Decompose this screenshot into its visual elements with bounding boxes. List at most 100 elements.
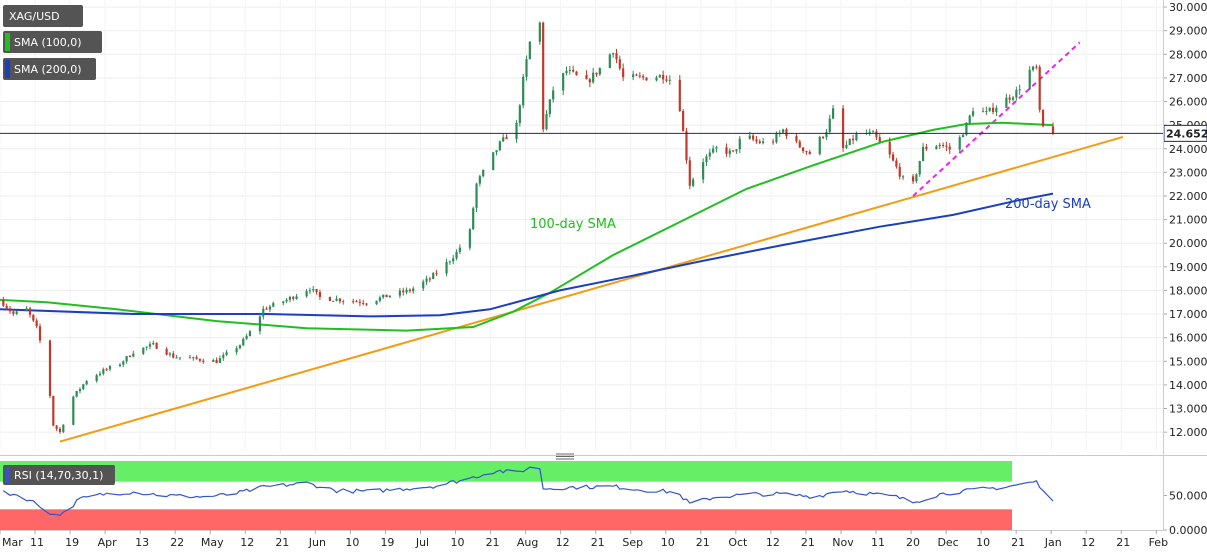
legend-sma200: SMA (200,0) bbox=[3, 58, 96, 80]
candle bbox=[1051, 122, 1055, 135]
candle bbox=[402, 287, 405, 296]
candle bbox=[841, 104, 845, 152]
x-tick-label: 21 bbox=[591, 536, 605, 549]
legend-rsi-label: RSI (14,70,30,1) bbox=[14, 469, 103, 482]
candle bbox=[288, 295, 292, 303]
x-tick-label: 22 bbox=[170, 536, 184, 549]
candle bbox=[575, 70, 578, 76]
candle bbox=[122, 360, 125, 367]
candle bbox=[668, 75, 671, 85]
candle bbox=[152, 340, 155, 346]
candle bbox=[988, 107, 991, 112]
candle bbox=[285, 297, 288, 304]
candle bbox=[108, 364, 112, 372]
candle bbox=[312, 286, 315, 293]
candle bbox=[552, 86, 555, 103]
candle bbox=[645, 77, 648, 81]
candle bbox=[615, 48, 618, 64]
candle bbox=[235, 346, 238, 355]
candles bbox=[2, 21, 1055, 434]
candle bbox=[105, 367, 108, 372]
candle bbox=[5, 303, 8, 311]
candle bbox=[898, 163, 901, 180]
candle bbox=[272, 301, 275, 308]
candle bbox=[28, 306, 32, 318]
candle bbox=[1028, 66, 1031, 91]
candle bbox=[655, 75, 658, 82]
candle bbox=[492, 152, 495, 171]
candle bbox=[595, 72, 598, 77]
price-tick-label: 14.0000 bbox=[1169, 379, 1207, 392]
candle bbox=[222, 352, 225, 361]
candle bbox=[262, 305, 265, 320]
candle bbox=[618, 55, 621, 71]
rsi-axis: 0.0000 50.0000 bbox=[1163, 490, 1207, 537]
candle bbox=[202, 358, 205, 364]
candle bbox=[15, 310, 18, 316]
x-tick-label: 21 bbox=[275, 536, 289, 549]
x-tick-label: 12 bbox=[766, 536, 780, 549]
candle bbox=[498, 140, 501, 152]
candle bbox=[355, 299, 358, 303]
candle bbox=[62, 424, 65, 434]
candle bbox=[515, 120, 518, 143]
candle bbox=[282, 300, 285, 306]
candle bbox=[598, 67, 601, 77]
panel-resize-handle[interactable] bbox=[556, 453, 574, 460]
price-tick-label: 22.0000 bbox=[1169, 190, 1207, 203]
candle bbox=[448, 260, 451, 265]
candle bbox=[961, 133, 965, 138]
candle bbox=[828, 114, 831, 135]
candle bbox=[851, 134, 855, 145]
candle bbox=[8, 305, 12, 314]
candle bbox=[175, 354, 178, 359]
price-tick-label: 19.0000 bbox=[1169, 261, 1207, 274]
price-tick-label: 13.0000 bbox=[1169, 402, 1207, 415]
candle bbox=[612, 52, 615, 58]
candle bbox=[338, 298, 342, 304]
candle bbox=[142, 347, 145, 356]
candle bbox=[172, 351, 175, 359]
price-grid bbox=[0, 0, 1163, 451]
candle bbox=[568, 65, 571, 75]
candle bbox=[635, 73, 638, 76]
candle bbox=[332, 300, 335, 302]
candle bbox=[891, 151, 895, 162]
x-tick-label: 11 bbox=[871, 536, 885, 549]
candle bbox=[948, 142, 951, 155]
price-tick-label: 17.0000 bbox=[1169, 308, 1207, 321]
candle bbox=[455, 249, 458, 261]
x-tick-label: 19 bbox=[380, 536, 394, 549]
candle bbox=[305, 288, 308, 298]
x-tick-label: 21 bbox=[696, 536, 710, 549]
legend-sma100-label: SMA (100,0) bbox=[14, 36, 82, 49]
candle bbox=[802, 147, 805, 154]
candle bbox=[245, 333, 248, 340]
candle bbox=[435, 270, 438, 277]
candle bbox=[248, 330, 252, 337]
candle bbox=[502, 133, 505, 143]
sma200-line bbox=[0, 192, 1054, 318]
candle bbox=[981, 107, 985, 113]
candle bbox=[821, 136, 825, 140]
price-tick-label: 27.0000 bbox=[1169, 72, 1207, 85]
candle bbox=[728, 148, 731, 158]
candle bbox=[192, 356, 195, 361]
candle bbox=[478, 174, 481, 187]
candle bbox=[682, 109, 685, 132]
legend-sma200-label: SMA (200,0) bbox=[14, 63, 82, 76]
candle bbox=[518, 103, 521, 127]
broken-support-line bbox=[912, 41, 1081, 197]
candle bbox=[991, 102, 995, 115]
candle bbox=[895, 158, 898, 169]
x-tick-label: Jan bbox=[1044, 536, 1062, 549]
candle bbox=[738, 135, 741, 154]
candle bbox=[1005, 93, 1008, 108]
legend-sma100: SMA (100,0) bbox=[3, 31, 102, 53]
x-tick-label: Mar bbox=[2, 536, 23, 549]
candle bbox=[125, 355, 128, 364]
candle bbox=[715, 145, 718, 153]
price-panel[interactable] bbox=[0, 0, 1163, 451]
candle bbox=[545, 110, 548, 131]
